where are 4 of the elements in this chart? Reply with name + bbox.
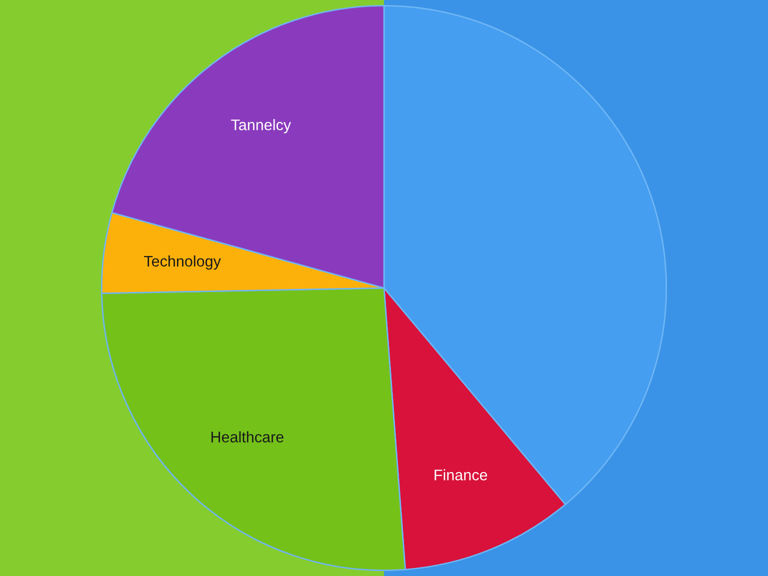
slice-label: Technology — [144, 255, 221, 270]
slice-label: Healthcare — [211, 431, 284, 442]
slice-label: Finance — [434, 469, 488, 480]
slice-label: Tannelcy — [231, 119, 292, 134]
